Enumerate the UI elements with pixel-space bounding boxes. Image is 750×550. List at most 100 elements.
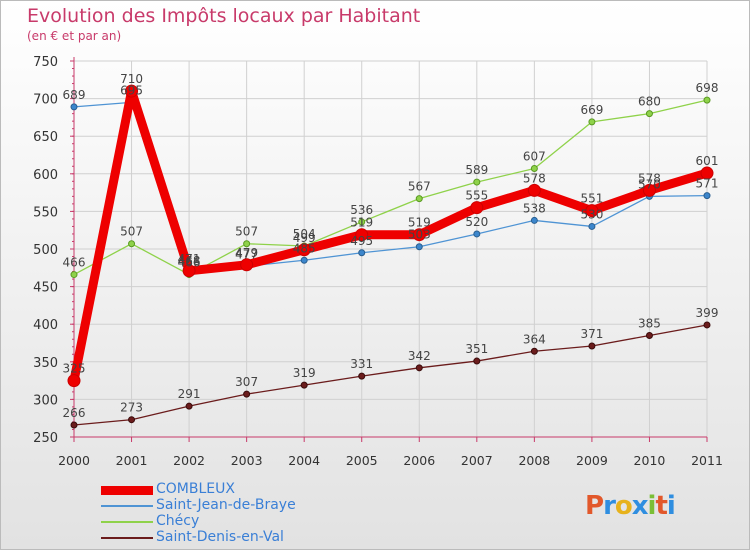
y-tick-label: 550 — [33, 205, 58, 220]
data-label: 680 — [638, 95, 661, 109]
y-tick-label: 250 — [33, 431, 58, 446]
data-point — [703, 96, 711, 104]
logo-letter: x — [631, 491, 649, 521]
x-tick-label: 2000 — [58, 453, 90, 468]
data-point — [240, 258, 254, 272]
data-label: 399 — [696, 306, 719, 320]
chart-subtitle: (en € et par an) — [27, 29, 122, 43]
data-label: 471 — [178, 252, 201, 266]
data-label: 291 — [178, 387, 201, 401]
data-label: 710 — [120, 72, 143, 86]
data-label: 351 — [465, 342, 488, 356]
data-point — [588, 222, 596, 230]
data-label: 479 — [235, 246, 258, 260]
data-point — [645, 110, 653, 118]
data-point — [128, 240, 136, 248]
legend-swatch — [101, 505, 153, 507]
legend-label: COMBLEUX — [156, 481, 235, 497]
data-point — [530, 165, 538, 173]
data-point — [355, 228, 369, 242]
data-label: 466 — [178, 256, 201, 270]
data-point — [588, 118, 596, 126]
data-label: 589 — [465, 163, 488, 177]
logo-letter: P — [585, 491, 604, 521]
series-line — [73, 324, 708, 426]
x-tick-label: 2006 — [403, 453, 435, 468]
data-point — [642, 183, 656, 197]
data-label: 273 — [120, 401, 143, 415]
x-tick-label: 2001 — [116, 453, 148, 468]
series-ch-cy — [70, 96, 711, 279]
data-label: 536 — [350, 203, 373, 217]
data-label: 578 — [638, 171, 661, 185]
data-label: 468 — [178, 254, 201, 268]
data-point — [300, 381, 308, 389]
series-line — [69, 86, 712, 386]
x-tick-label: 2003 — [231, 453, 263, 468]
logo-letter: i — [666, 491, 676, 521]
data-point — [297, 243, 311, 257]
data-label: 567 — [408, 180, 431, 194]
data-label: 319 — [293, 366, 316, 380]
data-label: 519 — [408, 216, 431, 230]
x-tick-label: 2004 — [288, 453, 320, 468]
series-line — [73, 101, 708, 274]
data-point — [703, 192, 711, 200]
data-point — [645, 331, 653, 339]
data-point — [70, 421, 78, 429]
data-point — [70, 271, 78, 279]
data-label: 578 — [523, 171, 546, 185]
x-tick-label: 2007 — [461, 453, 493, 468]
y-tick-label: 500 — [33, 243, 58, 258]
data-label: 570 — [638, 177, 661, 191]
series-saint-denis-en-val — [70, 321, 711, 429]
data-point — [527, 183, 541, 197]
data-point — [70, 103, 78, 111]
data-label: 698 — [696, 81, 719, 95]
data-point — [128, 416, 136, 424]
series-line — [73, 99, 708, 276]
data-point — [470, 201, 484, 215]
data-label: 601 — [696, 154, 719, 168]
data-label: 520 — [465, 215, 488, 229]
data-point — [703, 321, 711, 329]
data-point — [585, 204, 599, 218]
data-label: 689 — [63, 88, 86, 102]
x-tick-label: 2005 — [346, 453, 378, 468]
data-point — [125, 84, 139, 98]
data-label: 530 — [580, 207, 603, 221]
y-tick-label: 350 — [33, 356, 58, 371]
data-label: 504 — [293, 227, 316, 241]
legend-swatch — [101, 486, 153, 495]
logo-letter: r — [603, 491, 616, 521]
data-label: 669 — [580, 103, 603, 117]
logo-letter: o — [614, 491, 633, 521]
data-label: 307 — [235, 375, 258, 389]
data-point — [473, 230, 481, 238]
legend-label: Chécy — [156, 513, 200, 529]
data-point — [530, 216, 538, 224]
data-label: 695 — [120, 83, 143, 97]
legend-label: Saint-Jean-de-Braye — [156, 497, 296, 513]
data-label: 538 — [523, 201, 546, 215]
data-label: 371 — [580, 327, 603, 341]
logo-letter: t — [655, 491, 667, 521]
legend-swatch — [101, 537, 153, 539]
data-label: 551 — [580, 192, 603, 206]
data-point — [588, 342, 596, 350]
data-point — [185, 402, 193, 410]
x-tick-label: 2011 — [691, 453, 723, 468]
data-point — [530, 347, 538, 355]
legend-swatch — [101, 521, 153, 523]
data-label: 466 — [63, 256, 86, 270]
y-tick-label: 450 — [33, 281, 58, 296]
data-label: 385 — [638, 316, 661, 330]
data-point — [358, 218, 366, 226]
data-label: 266 — [63, 406, 86, 420]
data-label: 325 — [63, 362, 86, 376]
x-tick-label: 2010 — [634, 453, 666, 468]
data-point — [473, 357, 481, 365]
y-tick-label: 650 — [33, 130, 58, 145]
data-label: 364 — [523, 332, 546, 346]
